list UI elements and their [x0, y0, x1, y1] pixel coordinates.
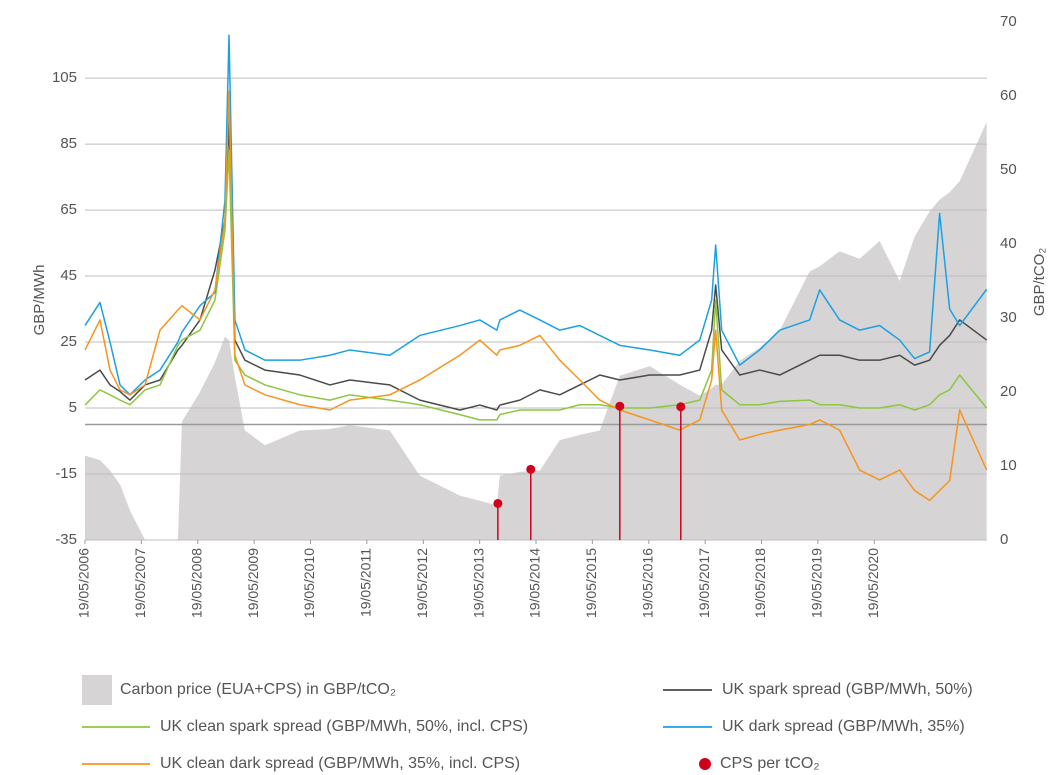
series-line	[84, 120, 988, 411]
y-tick-label: -15	[55, 465, 77, 482]
x-tick-label: 19/05/2017	[696, 548, 712, 618]
legend-label: UK clean dark spread (GBP/MWh, 35%, incl…	[160, 755, 520, 772]
y-tick-label: 65	[60, 201, 77, 218]
y2-tick-label: 0	[1000, 531, 1008, 548]
x-tick-label: 19/05/2013	[470, 548, 486, 618]
series-line	[84, 90, 988, 502]
x-tick-label: 19/05/2011	[358, 548, 374, 617]
y-tick-label: -35	[55, 531, 77, 548]
y2-tick-label: 50	[1000, 161, 1017, 178]
cps-dot	[676, 402, 686, 412]
x-tick-label: 19/05/2009	[245, 548, 261, 618]
y2-tick-label: 10	[1000, 457, 1017, 474]
y-axis-label: GBP/MWh	[31, 265, 48, 336]
y2-tick-label: 20	[1000, 383, 1017, 400]
y2-tick-label: 60	[1000, 87, 1017, 104]
x-tick-label: 19/05/2007	[132, 548, 148, 618]
y-tick-label: 5	[69, 399, 77, 416]
cps-dot	[615, 401, 625, 411]
x-tick-label: 19/05/2015	[583, 548, 599, 618]
legend-label: Carbon price (EUA+CPS) in GBP/tCO₂	[120, 681, 396, 698]
legend-swatch	[82, 675, 112, 705]
y2-tick-label: 70	[1000, 13, 1017, 30]
legend-label: UK spark spread (GBP/MWh, 50%)	[722, 681, 973, 698]
legend-label: UK clean spark spread (GBP/MWh, 50%, inc…	[160, 718, 528, 735]
carbon-area	[85, 121, 987, 541]
x-tick-label: 19/05/2016	[640, 548, 656, 618]
x-tick-label: 19/05/2006	[76, 548, 92, 618]
y2-axis-label: GBP/tCO₂	[1031, 248, 1048, 317]
x-tick-label: 19/05/2019	[809, 548, 825, 618]
cps-dot	[493, 498, 503, 508]
x-tick-label: 19/05/2010	[301, 548, 317, 618]
y-tick-label: 105	[52, 69, 77, 86]
y-tick-label: 25	[60, 333, 77, 350]
legend-swatch	[699, 758, 711, 770]
y-tick-label: 85	[60, 135, 77, 152]
y2-tick-label: 30	[1000, 309, 1017, 326]
series-line	[84, 34, 988, 396]
cps-dot	[526, 464, 536, 474]
x-tick-label: 19/05/2018	[752, 548, 768, 618]
x-tick-label: 19/05/2020	[865, 548, 881, 618]
series-line	[84, 149, 988, 421]
x-tick-label: 19/05/2008	[189, 548, 205, 618]
y2-tick-label: 40	[1000, 235, 1017, 252]
legend-label: CPS per tCO₂	[720, 755, 820, 772]
legend-label: UK dark spread (GBP/MWh, 35%)	[722, 718, 965, 735]
x-tick-label: 19/05/2014	[527, 548, 543, 618]
y-tick-label: 45	[60, 267, 77, 284]
x-tick-label: 19/05/2012	[414, 548, 430, 618]
